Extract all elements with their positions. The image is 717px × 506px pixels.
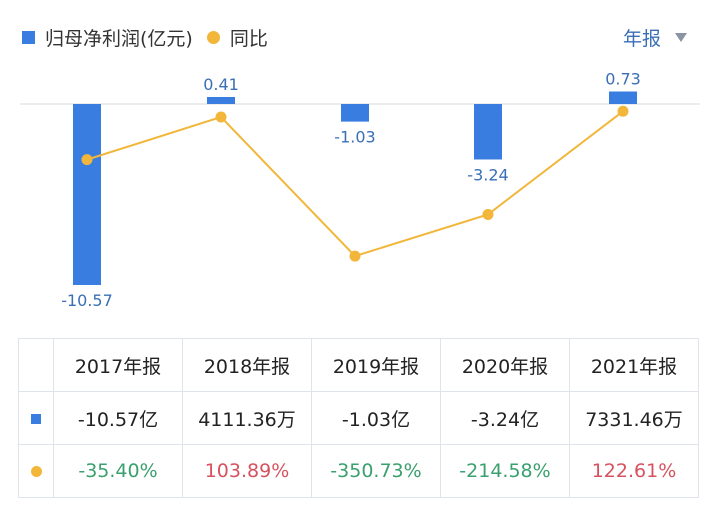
bar — [474, 104, 502, 160]
table-header-cell: 2021年报 — [569, 338, 699, 392]
bar — [73, 104, 101, 285]
bar — [207, 96, 235, 104]
bar — [609, 91, 637, 104]
yoy-point — [81, 154, 93, 166]
table-header-cell: 2018年报 — [182, 338, 312, 392]
legend-bar-label: 归母净利润(亿元) — [45, 27, 193, 50]
table-header-cell: 2017年报 — [53, 338, 183, 392]
table-row-yoy: -35.40% 103.89% -350.73% -214.58% 122.61… — [18, 444, 699, 498]
table-cell: -214.58% — [440, 444, 570, 498]
yoy-point — [482, 208, 494, 220]
table-cell: 7331.46万 — [569, 391, 699, 445]
table-cell: -1.03亿 — [311, 391, 441, 445]
table-header-cell: 2019年报 — [311, 338, 441, 392]
legend-bar-swatch — [22, 30, 35, 44]
table-cell: -350.73% — [311, 444, 441, 498]
period-selector[interactable]: 年报 — [623, 22, 687, 52]
bar — [341, 104, 369, 122]
chevron-down-icon — [675, 32, 687, 42]
bar-data-label: 0.73 — [605, 69, 641, 88]
legend-line-swatch — [206, 30, 220, 44]
period-selector-value: 年报 — [622, 27, 661, 50]
bar-data-label: -1.03 — [334, 128, 375, 147]
table-cell: 122.61% — [569, 444, 699, 498]
data-table: 2017年报 2018年报 2019年报 2020年报 2021年报 -10.5… — [18, 338, 699, 498]
yoy-point — [617, 105, 629, 117]
chart-legend: 归母净利润(亿元) 同比 — [22, 22, 268, 52]
bar-data-label: -3.24 — [467, 165, 508, 184]
bar-data-label: 0.41 — [203, 75, 239, 94]
table-cell: -10.57亿 — [53, 391, 183, 445]
line-marker-cell — [18, 444, 54, 498]
bar-data-label: -10.57 — [61, 291, 113, 310]
bar-series-marker — [31, 414, 41, 424]
table-cell: -3.24亿 — [440, 391, 570, 445]
yoy-point — [349, 250, 361, 262]
table-cell: 103.89% — [182, 444, 312, 498]
line-series-marker — [30, 466, 42, 477]
yoy-point — [215, 111, 227, 123]
profit-chart: -10.57 0.41 -1.03 -3.24 0.73 — [20, 69, 700, 310]
table-cell: -35.40% — [53, 444, 183, 498]
table-cell: 4111.36万 — [182, 391, 312, 445]
bar-marker-cell — [18, 391, 54, 445]
table-header-row: 2017年报 2018年报 2019年报 2020年报 2021年报 — [18, 338, 699, 392]
table-corner-cell — [18, 338, 54, 392]
table-row-profit: -10.57亿 4111.36万 -1.03亿 -3.24亿 7331.46万 — [18, 391, 699, 445]
legend-line-label: 同比 — [229, 27, 268, 50]
table-header-cell: 2020年报 — [440, 338, 570, 392]
